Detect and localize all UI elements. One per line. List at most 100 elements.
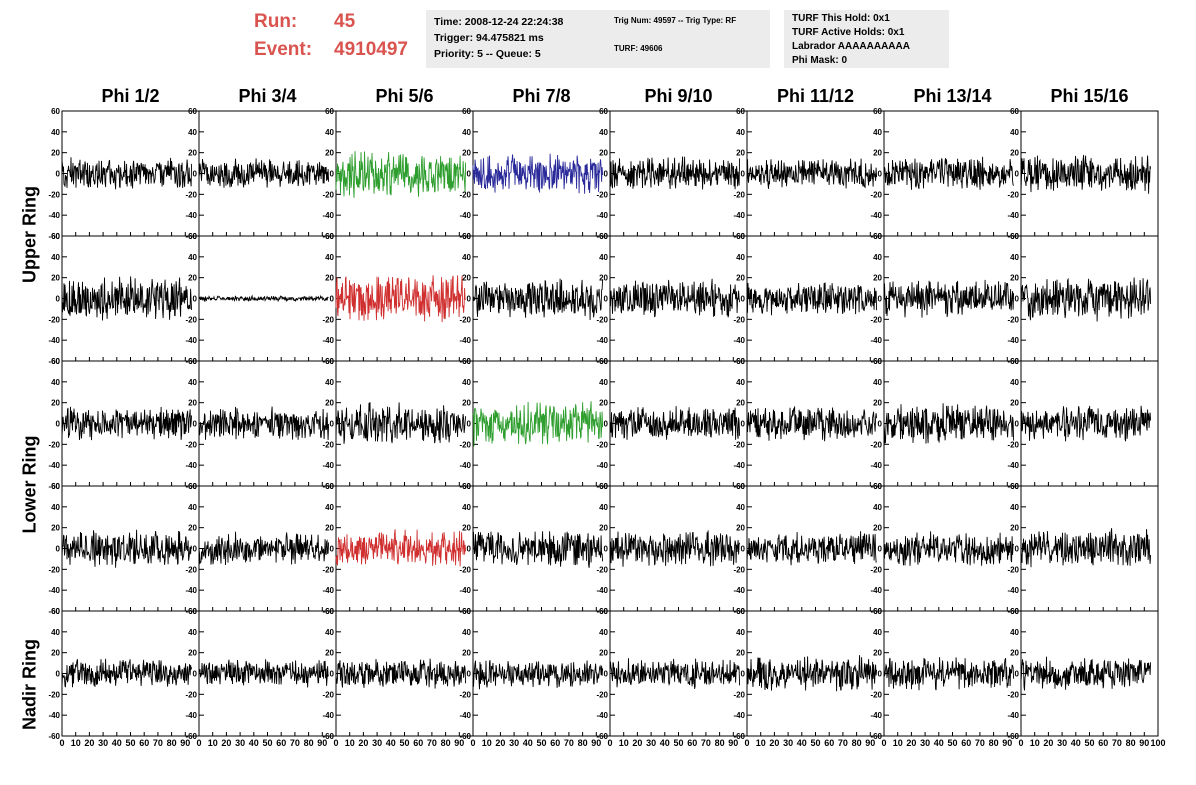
x-tick-label: 30 [98,738,108,748]
y-tick-label: -40 [596,586,608,595]
y-tick-label: -60 [48,607,60,616]
x-tick-label: 50 [125,738,135,748]
y-tick-label: 60 [873,607,882,616]
x-tick-label: 30 [920,738,930,748]
y-tick-label: 20 [188,399,197,408]
y-tick-label: 20 [325,399,334,408]
phi-mask-text: Phi Mask: 0 [792,55,848,66]
x-tick-label: 80 [715,738,725,748]
y-tick-label: 20 [873,274,882,283]
y-tick-label: 40 [599,128,608,137]
y-tick-label: 60 [736,357,745,366]
labrador-text: Labrador AAAAAAAAAA [792,41,910,52]
y-tick-label: 0 [193,170,198,179]
y-tick-label: -40 [48,461,60,470]
y-tick-label: 20 [51,149,60,158]
x-tick-label: 50 [810,738,820,748]
waveform-trace [472,278,604,321]
x-tick-label: 40 [1071,738,1081,748]
y-tick-label: 60 [325,107,334,116]
y-tick-label: 20 [736,649,745,658]
y-tick-label: -40 [1007,461,1019,470]
y-tick-label: 40 [325,378,334,387]
x-tick-label: 100 [1150,738,1165,748]
y-tick-label: 20 [325,649,334,658]
waveform-trace [61,276,193,321]
waveform-trace [198,406,330,441]
y-tick-label: 40 [873,253,882,262]
y-tick-label: 60 [599,107,608,116]
x-tick-label: 70 [838,738,848,748]
y-tick-label: 60 [599,482,608,491]
y-tick-label: 0 [193,670,198,679]
y-tick-label: 0 [878,295,883,304]
y-tick-label: -20 [48,190,60,199]
x-tick-label: 80 [578,738,588,748]
trigger-text: Trigger: 94.475821 ms [434,32,544,44]
run-value: 45 [334,11,356,32]
x-tick-label: 80 [989,738,999,748]
y-tick-label: -40 [48,211,60,220]
x-tick-label: 50 [399,738,409,748]
y-tick-label: -60 [596,732,608,741]
y-tick-label: 40 [325,628,334,637]
y-tick-label: -20 [870,690,882,699]
y-tick-label: 20 [736,524,745,533]
y-tick-label: -60 [48,357,60,366]
y-tick-label: -60 [185,732,197,741]
y-tick-label: 60 [736,607,745,616]
y-tick-label: 20 [462,649,471,658]
waveform-trace [472,531,604,568]
x-tick-label: 40 [660,738,670,748]
y-tick-label: 0 [878,420,883,429]
y-tick-label: -20 [596,190,608,199]
x-tick-label: 60 [1098,738,1108,748]
x-tick-label: 50 [673,738,683,748]
y-tick-label: 0 [604,420,609,429]
y-tick-label: 0 [467,420,472,429]
y-tick-label: -40 [322,586,334,595]
waveform-trace [335,151,467,198]
y-tick-label: 40 [1010,128,1019,137]
waveform-trace [883,657,1015,691]
x-tick-label: 10 [71,738,81,748]
y-tick-label: 60 [736,107,745,116]
x-tick-label: 10 [1030,738,1040,748]
y-tick-label: 60 [462,357,471,366]
waveform-trace [198,531,330,566]
x-tick-label: 20 [221,738,231,748]
y-tick-label: 20 [325,274,334,283]
y-tick-label: 0 [56,420,61,429]
y-tick-label: 40 [736,128,745,137]
y-tick-label: 60 [736,482,745,491]
y-tick-label: -20 [459,565,471,574]
y-tick-label: 60 [325,357,334,366]
y-tick-label: -20 [185,315,197,324]
y-tick-label: -40 [322,711,334,720]
x-tick-label: 30 [372,738,382,748]
waveform-trace [746,655,878,692]
y-tick-label: -40 [48,336,60,345]
x-tick-label: 70 [975,738,985,748]
y-tick-label: 0 [193,295,198,304]
column-header-phi-15-16: Phi 15/16 [1050,86,1129,106]
y-tick-label: 20 [462,399,471,408]
x-tick-label: 40 [249,738,259,748]
y-tick-label: 20 [51,524,60,533]
y-tick-label: 60 [51,482,60,491]
column-header-phi-1-2: Phi 1/2 [101,86,160,106]
y-tick-label: 20 [325,524,334,533]
